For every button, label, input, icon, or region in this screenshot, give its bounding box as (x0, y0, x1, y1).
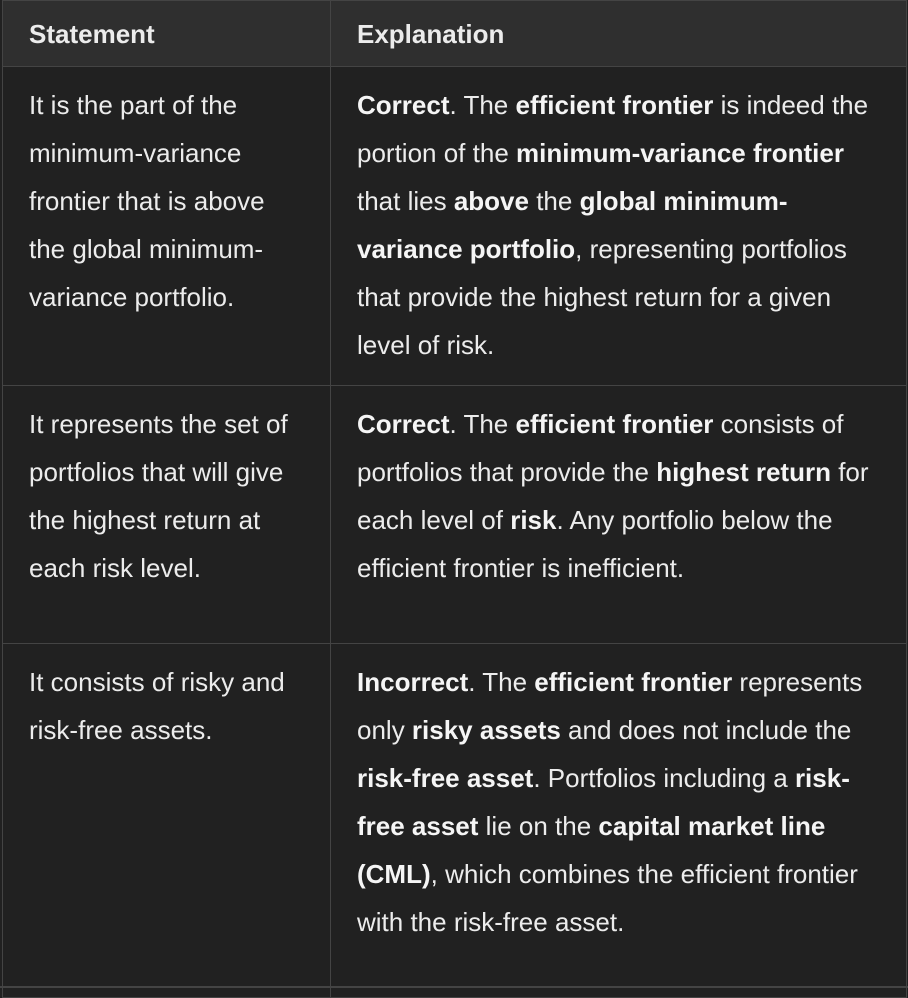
emphasis-text: efficient frontier (515, 90, 714, 120)
emphasis-text: global minimum-variance portfolio (357, 186, 788, 264)
explanation-cell: Correct. The efficient frontier consists… (330, 385, 907, 644)
emphasis-text: Correct (357, 90, 450, 120)
table-body: It is the part of the minimum-variance f… (2, 66, 907, 998)
emphasis-text: capital market line (CML) (357, 811, 826, 889)
header-row: Statement Explanation (2, 0, 907, 67)
table-bottom-border (0, 986, 908, 988)
header-statement: Statement (2, 0, 331, 67)
explanation-cell: Incorrect. The efficient frontier repres… (330, 643, 907, 998)
emphasis-text: above (453, 186, 529, 216)
table-header: Statement Explanation (2, 0, 907, 67)
table-row: It represents the set of portfolios that… (2, 385, 907, 644)
header-explanation: Explanation (330, 0, 907, 67)
statement-cell: It consists of risky and risk-free asset… (2, 643, 331, 998)
statement-cell: It is the part of the minimum-variance f… (2, 66, 331, 386)
emphasis-text: risk-free asset (357, 763, 850, 841)
emphasis-text: minimum-variance frontier (516, 138, 844, 168)
emphasis-text: highest return (656, 457, 831, 487)
emphasis-text: Correct (357, 409, 450, 439)
emphasis-text: efficient frontier (515, 409, 714, 439)
emphasis-text: risk (510, 505, 557, 535)
table-row: It consists of risky and risk-free asset… (2, 643, 907, 998)
emphasis-text: risky assets (411, 715, 561, 745)
emphasis-text: risk-free asset (357, 763, 534, 793)
emphasis-text: Incorrect (357, 667, 469, 697)
statement-cell: It represents the set of portfolios that… (2, 385, 331, 644)
table-row: It is the part of the minimum-variance f… (2, 66, 907, 386)
explanation-cell: Correct. The efficient frontier is indee… (330, 66, 907, 386)
emphasis-text: efficient frontier (534, 667, 733, 697)
